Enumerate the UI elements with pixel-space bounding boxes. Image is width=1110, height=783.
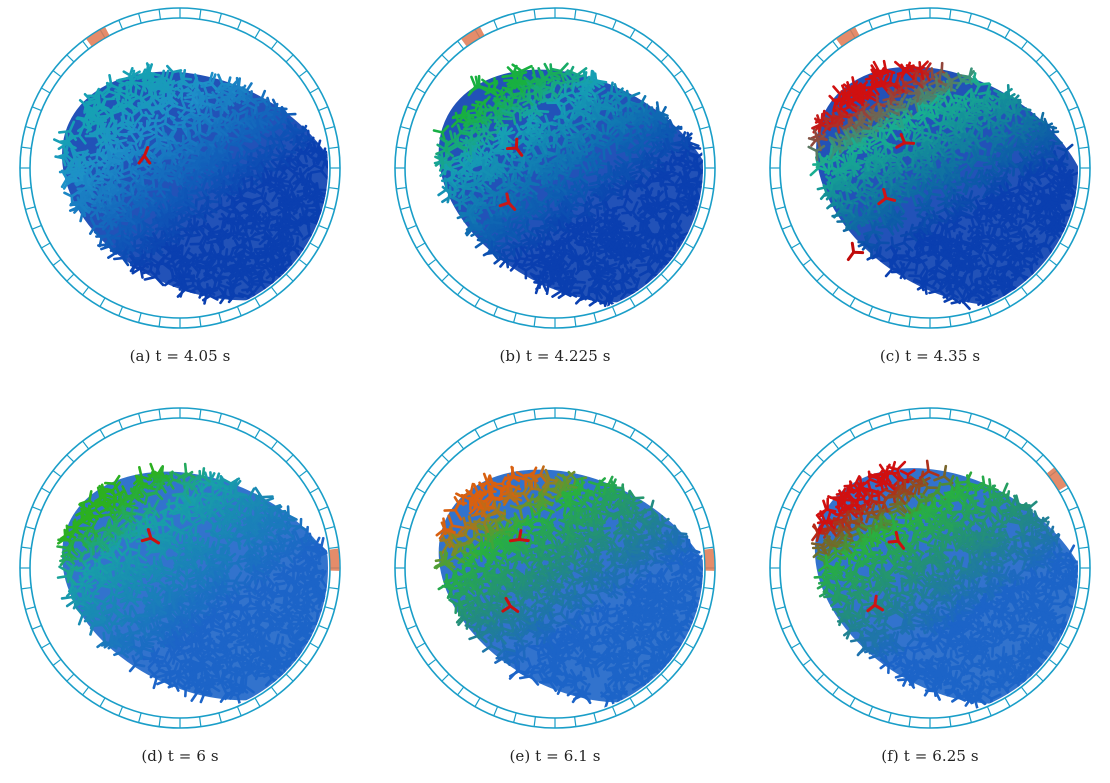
flying-particle [895,133,916,149]
panel-caption: (c) t = 4.35 s [750,347,1110,365]
drum-accent-segment [836,27,860,47]
panel-caption: (a) t = 4.05 s [0,347,360,365]
flying-particle [501,596,520,613]
granular-pile [53,62,328,308]
drum-accent-segment [1046,467,1067,491]
drum-accent-segment [704,548,715,571]
rotating-drum-snapshot [19,407,341,729]
panel-caption: (b) t = 4.225 s [375,347,735,365]
drum-segments [770,8,1090,328]
flying-particle [137,146,152,165]
drum-segments [395,8,715,328]
panel-f: (f) t = 6.25 s [750,400,1110,780]
flying-particle [846,241,865,261]
flying-particle [508,529,530,543]
rotating-drum-snapshot [19,7,341,329]
flying-particle [140,528,161,545]
drum-accent-segment [461,27,485,47]
panel-caption: (e) t = 6.1 s [375,747,735,765]
granular-pile [433,465,703,710]
drum-accent-segment [329,548,340,571]
rotating-drum-snapshot [769,407,1091,729]
flying-particle [866,594,885,613]
granular-pile [807,59,1078,313]
granular-pile [810,459,1078,712]
panel-caption: (d) t = 6 s [0,747,360,765]
panel-b: (b) t = 4.225 s [375,0,735,380]
panel-a: (a) t = 4.05 s [0,0,360,380]
flying-particle [887,530,906,550]
panel-e: (e) t = 6.1 s [375,400,735,780]
flying-particle [505,137,524,157]
flying-particle [877,188,897,206]
drum-accent-segment [86,27,110,47]
panel-c: (c) t = 4.35 s [750,0,1110,380]
rotating-drum-snapshot [769,7,1091,329]
rotating-drum-snapshot [394,7,716,329]
flying-particle [498,192,517,211]
granular-pile [56,462,328,707]
panel-d: (d) t = 6 s [0,400,360,780]
drum-segments [770,408,1090,728]
panel-caption: (f) t = 6.25 s [750,747,1110,765]
drum-segments [395,408,715,728]
granular-pile [432,62,703,309]
drum-segments [20,8,340,328]
drum-segments [20,408,340,728]
rotating-drum-snapshot [394,407,716,729]
